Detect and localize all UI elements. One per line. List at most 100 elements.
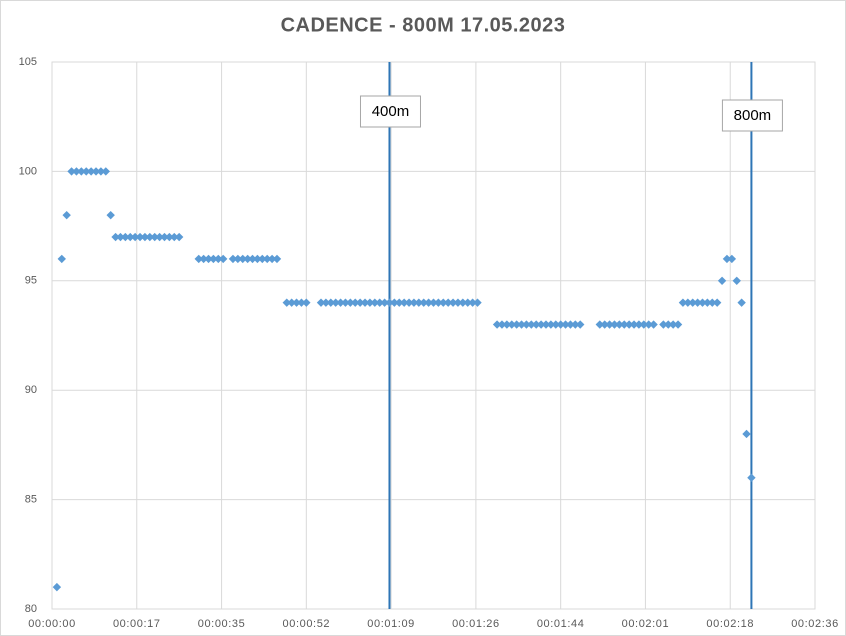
point: [414, 298, 424, 307]
point: [140, 232, 150, 242]
point: [463, 298, 472, 307]
point: [439, 298, 448, 307]
point: [546, 320, 556, 329]
point: [199, 254, 208, 264]
point: [737, 298, 746, 307]
point: [170, 232, 179, 242]
point: [448, 298, 458, 307]
point: [615, 320, 624, 329]
point: [233, 254, 243, 264]
point: [238, 254, 247, 264]
point: [316, 298, 326, 307]
point: [566, 320, 575, 329]
point: [336, 298, 345, 307]
point: [82, 167, 91, 176]
point: [595, 320, 604, 329]
point: [116, 232, 125, 242]
point: [664, 320, 673, 329]
x-tick-label: 00:02:36: [791, 618, 839, 630]
point: [209, 254, 218, 264]
point: [404, 298, 414, 307]
point: [678, 298, 688, 307]
point: [101, 167, 111, 176]
point: [326, 298, 335, 307]
point: [160, 232, 169, 242]
point: [468, 298, 477, 307]
point: [174, 232, 184, 242]
point: [424, 298, 433, 307]
point: [644, 320, 653, 329]
point: [331, 298, 340, 307]
annotation-label: 400m: [372, 103, 410, 120]
point: [62, 210, 71, 220]
point: [52, 582, 62, 592]
annotation-box: [721, 99, 783, 132]
point: [576, 320, 585, 329]
point: [150, 232, 159, 242]
point: [126, 232, 135, 242]
point: [72, 167, 81, 176]
point: [155, 232, 164, 242]
point: [228, 254, 238, 264]
point: [355, 298, 365, 307]
point: [522, 320, 531, 329]
point: [321, 298, 331, 307]
point: [717, 276, 727, 285]
point: [629, 320, 639, 329]
point: [96, 167, 106, 176]
point: [399, 298, 409, 307]
point: [253, 254, 262, 264]
point: [517, 320, 526, 329]
point: [365, 298, 375, 307]
x-tick-label: 00:01:26: [452, 618, 500, 630]
point: [341, 298, 350, 307]
point: [732, 276, 741, 285]
point: [267, 254, 277, 264]
point: [282, 298, 291, 307]
point: [214, 254, 223, 264]
point: [409, 298, 419, 307]
point: [218, 254, 228, 264]
y-tick-label: 90: [25, 384, 37, 396]
point: [541, 320, 551, 329]
x-tick-label: 00:01:09: [367, 618, 415, 630]
point: [502, 320, 512, 329]
point: [551, 320, 560, 329]
plot-border: [51, 61, 816, 610]
chart-title: CADENCE - 800M 17.05.2023: [281, 14, 566, 36]
point: [302, 298, 311, 307]
point: [683, 298, 693, 307]
point: [649, 320, 658, 329]
point: [121, 232, 130, 242]
point: [370, 298, 380, 307]
point: [492, 320, 502, 329]
point: [703, 298, 712, 307]
point: [380, 298, 389, 307]
point: [512, 320, 521, 329]
y-tick-label: 85: [25, 494, 37, 506]
point: [497, 320, 507, 329]
point: [673, 320, 683, 329]
point: [434, 298, 443, 307]
x-tick-label: 00:01:44: [537, 618, 585, 630]
point: [429, 298, 438, 307]
point: [385, 298, 394, 307]
point: [712, 298, 722, 307]
point: [292, 298, 301, 307]
y-tick-label: 105: [19, 56, 37, 68]
point: [532, 320, 541, 329]
point: [600, 320, 609, 329]
point: [145, 232, 155, 242]
point: [204, 254, 213, 264]
point: [668, 320, 678, 329]
point: [346, 298, 355, 307]
point: [395, 298, 404, 307]
point: [747, 473, 756, 482]
point: [360, 298, 370, 307]
point: [536, 320, 546, 329]
point: [722, 254, 732, 264]
point: [248, 254, 257, 264]
